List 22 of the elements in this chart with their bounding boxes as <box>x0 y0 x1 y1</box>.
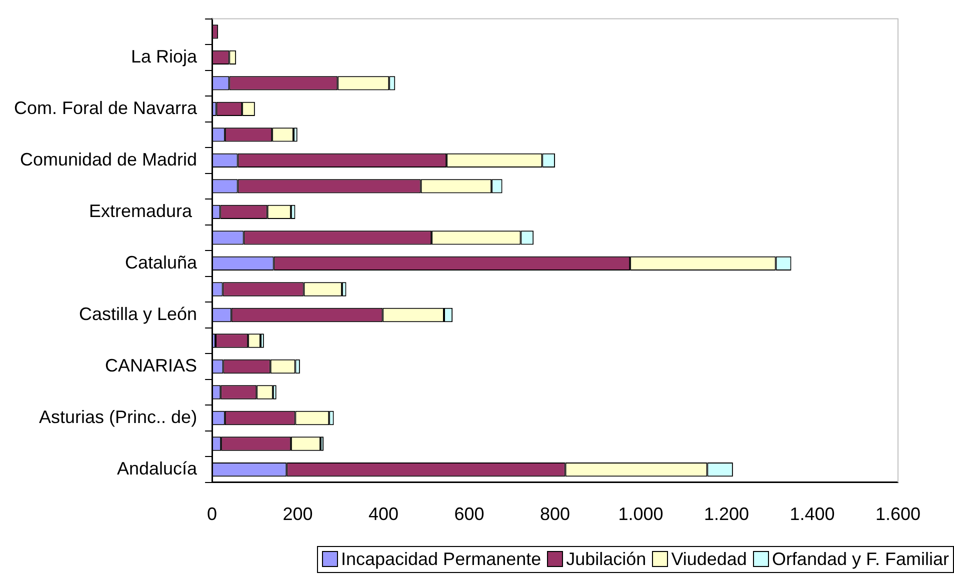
y-tick-label: Cataluña <box>124 252 198 272</box>
x-tick-label: 800 <box>540 504 570 524</box>
x-tick-label: 0 <box>207 504 218 524</box>
x-tick-label: 1.600 <box>875 504 921 524</box>
y-tick-label: La Rioja <box>131 46 198 66</box>
legend-label: Viudedad <box>670 549 747 570</box>
x-tick-label: 600 <box>454 504 484 524</box>
y-tick-label: CANARIAS <box>105 355 198 376</box>
y-tick-label: Castilla y León <box>78 304 198 324</box>
y-tick-label: Asturias (Princ.. de) <box>39 406 198 427</box>
x-tick-label: 1.400 <box>790 504 835 524</box>
x-tick-label: 1.000 <box>618 504 664 524</box>
legend-label: Orfandad y F. Familiar <box>770 549 949 570</box>
y-tick-label: Andalucía <box>116 458 198 478</box>
x-tick-label: 200 <box>282 504 313 524</box>
y-tick-label: Extremadura <box>89 200 198 221</box>
x-tick-label: 1.200 <box>704 504 750 524</box>
legend-label: Jubilación <box>565 549 646 570</box>
y-tick-label: Comunidad de Madrid <box>20 149 198 170</box>
y-tick-label: Com. Foral de Navarra <box>14 98 198 118</box>
legend-label: Incapacidad Permanente <box>340 549 542 570</box>
x-tick-label: 400 <box>368 504 399 524</box>
